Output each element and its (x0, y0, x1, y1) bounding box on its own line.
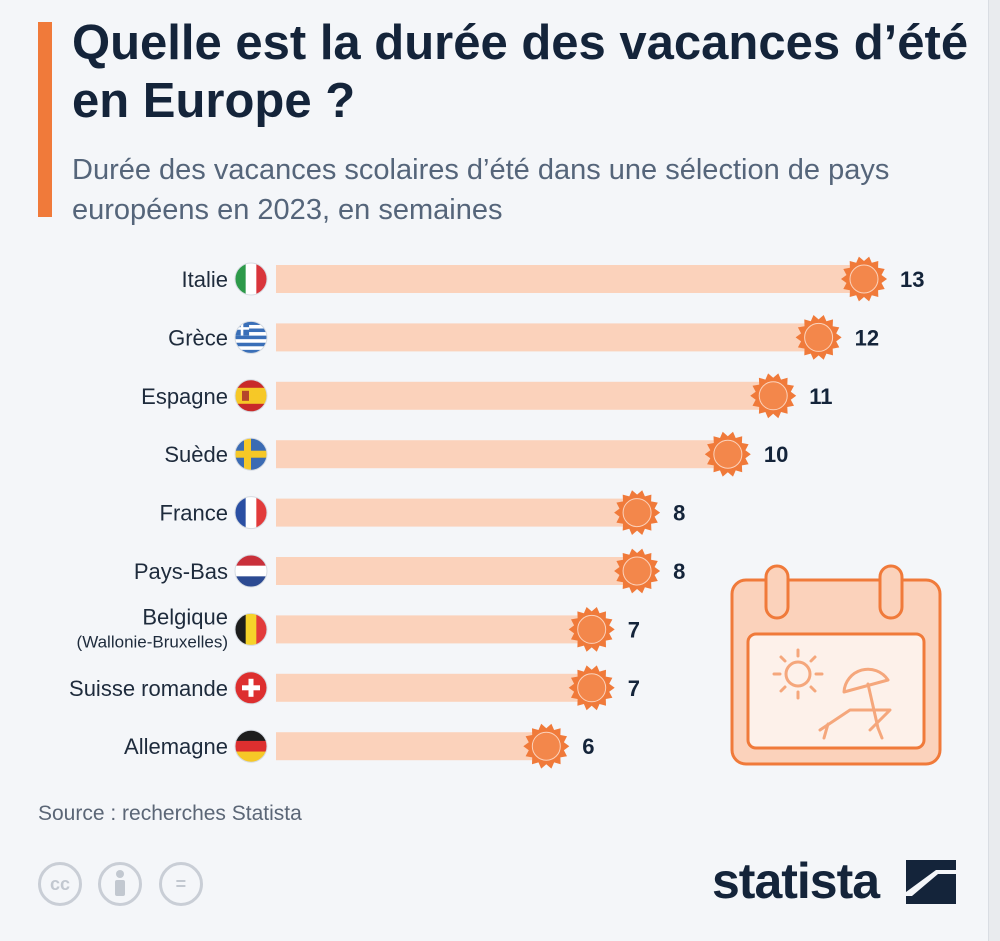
bar (276, 323, 821, 352)
bar-row-it: 13 Italie (182, 256, 924, 302)
sun-marker (841, 256, 887, 302)
no-derivatives-icon[interactable]: = (158, 862, 203, 906)
flag-icon-se (234, 437, 268, 471)
bar (276, 265, 866, 293)
bar-row-be: 7 Belgique (Wallonie-Bruxelles) (77, 604, 640, 652)
source-note: Source : recherches Statista (38, 802, 302, 825)
sun-marker (568, 665, 615, 711)
sun-marker (523, 723, 570, 769)
category-label: Allemagne (124, 734, 228, 759)
license-icons: cc = (38, 862, 215, 906)
value-label: 8 (673, 501, 685, 526)
statista-logo-icon (906, 860, 956, 904)
chart-title: Quelle est la durée des vacances d’été e… (72, 16, 969, 128)
bar (276, 673, 594, 702)
flag-icon-ch (234, 671, 268, 705)
flag-icon-gr (234, 320, 268, 354)
flag-icon-es (234, 379, 268, 413)
sun-marker (614, 490, 661, 535)
category-label: Espagne (141, 384, 228, 409)
bar-row-fr: 8 France (160, 490, 685, 535)
value-label: 7 (628, 676, 640, 701)
flag-icon-fr (234, 496, 268, 530)
sun-marker (704, 431, 751, 477)
value-label: 7 (628, 617, 640, 642)
bar (276, 732, 549, 761)
category-label: Suède (164, 442, 228, 467)
value-label: 6 (582, 734, 594, 759)
value-label: 10 (764, 442, 788, 467)
sun-marker (795, 315, 842, 360)
bar-row-ch: 7 Suisse romande (69, 665, 640, 711)
flag-icon-de (234, 729, 268, 763)
attribution-icon[interactable] (98, 862, 143, 906)
bar-row-de: 6 Allemagne (124, 723, 595, 769)
bar (276, 557, 640, 585)
bar-row-gr: 12 Grèce (168, 315, 879, 360)
bar (276, 440, 730, 469)
category-sublabel: (Wallonie-Bruxelles) (77, 632, 228, 651)
value-label: 11 (809, 384, 832, 409)
value-label: 12 (855, 325, 879, 350)
chart-subtitle: Durée des vacances scolaires d’été dans … (72, 154, 890, 226)
sun-marker (750, 373, 797, 419)
bar-chart: 13 Italie 12 Grèce 11 Espagne 10 Suède 8 France 8 P… (69, 256, 924, 769)
calendar-beach-icon (730, 564, 942, 766)
bar (276, 498, 640, 527)
bar-row-nl: 8 Pays-Bas (134, 548, 685, 594)
sun-marker (568, 607, 615, 652)
bar-row-se: 10 Suède (164, 431, 788, 477)
flag-icon-nl (234, 554, 268, 588)
value-label: 8 (673, 559, 685, 584)
accent-bar (38, 22, 52, 217)
bar (276, 615, 594, 644)
category-label: Italie (182, 267, 228, 292)
flag-icon-be (234, 612, 268, 646)
category-label: Pays-Bas (134, 559, 228, 584)
bar-row-es: 11 Espagne (141, 373, 832, 419)
category-label: France (160, 501, 228, 526)
category-label: Suisse romande (69, 676, 228, 701)
category-label: Grèce (168, 325, 228, 350)
flag-icon-it (234, 262, 268, 296)
category-label: Belgique (142, 604, 228, 629)
bar (276, 381, 776, 410)
cc-icon[interactable]: cc (38, 862, 82, 906)
value-label: 13 (900, 267, 924, 292)
sun-marker (614, 548, 661, 594)
statista-logo[interactable]: statista (712, 853, 880, 909)
